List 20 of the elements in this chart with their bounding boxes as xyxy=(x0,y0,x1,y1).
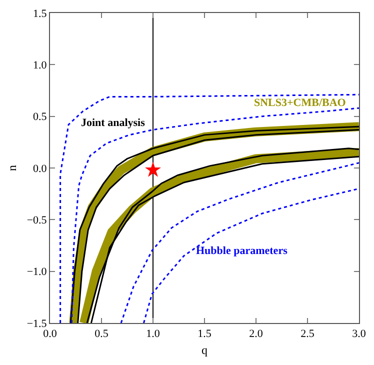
y-tick-label: 1.0 xyxy=(33,60,48,72)
text: Hubble parameters xyxy=(196,245,288,257)
x-tick-label: 1.0 xyxy=(146,328,160,340)
x-axis-title: q xyxy=(202,343,208,358)
x-tick-label: 1.5 xyxy=(198,328,212,340)
series-label: Joint analysis xyxy=(81,117,146,129)
x-tick-label: 3.0 xyxy=(352,328,366,340)
y-tick-label: 0.0 xyxy=(33,162,48,175)
x-tick-label: 2.5 xyxy=(300,328,315,340)
x-tick-label: 0.5 xyxy=(94,328,109,340)
y-tick-label: 1.5 xyxy=(33,8,48,20)
y-tick-label: −1.0 xyxy=(26,266,48,278)
y-tick-label: −0.5 xyxy=(26,214,48,227)
y-tick-label: 0.5 xyxy=(33,111,48,124)
y-axis-title: n xyxy=(5,165,19,171)
line-series xyxy=(142,188,359,323)
series-label: SNLS3+CMB/BAO xyxy=(254,97,346,109)
x-tick-label: 0.0 xyxy=(43,328,58,340)
x-tick-label: 2.0 xyxy=(249,328,264,340)
y-tick-label: −1.5 xyxy=(26,318,48,330)
